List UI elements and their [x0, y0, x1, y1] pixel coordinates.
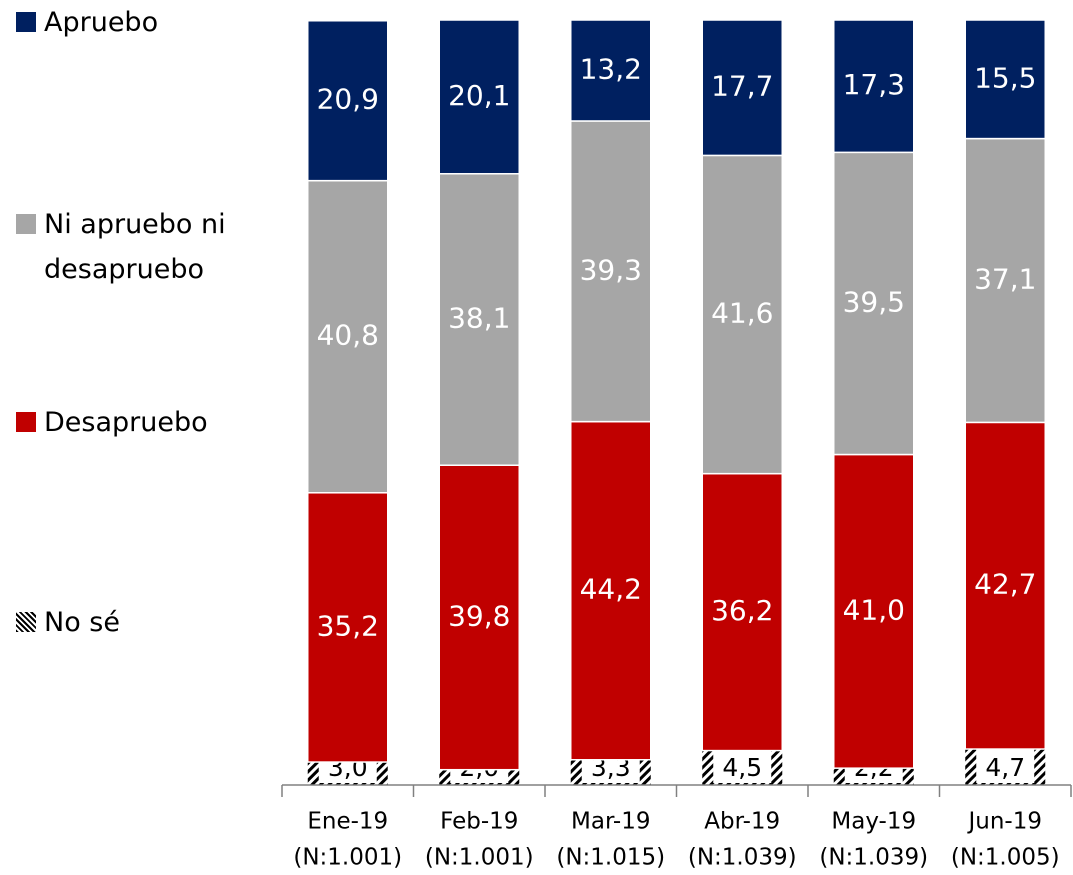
- bar-segment: [833, 151, 915, 456]
- legend-item: Desapruebo: [16, 400, 256, 445]
- x-tick-label: May-19: [831, 809, 916, 835]
- data-label: 15,5: [974, 61, 1036, 94]
- data-label: 44,2: [580, 573, 642, 606]
- x-tick-note: (N:1.039): [688, 845, 797, 871]
- data-label: 17,3: [843, 68, 905, 101]
- bar-segment: [570, 420, 652, 761]
- x-tick-note: (N:1.005): [951, 845, 1060, 871]
- x-tick-label: Ene-19: [307, 809, 388, 835]
- x-tick-note: (N:1.015): [556, 845, 665, 871]
- legend-swatch: [16, 12, 36, 32]
- bar-segment: [701, 19, 783, 157]
- data-label: 20,1: [448, 79, 510, 112]
- data-label: 40,8: [317, 319, 379, 352]
- data-label: 39,8: [448, 599, 510, 632]
- data-label: 39,3: [580, 253, 642, 286]
- data-label: 41,6: [711, 297, 773, 330]
- data-label: 41,0: [843, 593, 905, 626]
- data-label: 38,1: [448, 301, 510, 334]
- bar-segment: [570, 120, 652, 423]
- data-label: 4,7: [985, 753, 1025, 782]
- bar-segment: [701, 472, 783, 752]
- bar-segment: [570, 19, 652, 122]
- x-tick-label: Mar-19: [571, 809, 651, 835]
- bar-segment: [833, 19, 915, 154]
- bar-segment: [307, 20, 389, 182]
- x-tick-note: (N:1.001): [425, 845, 534, 871]
- legend-item: No sé: [16, 600, 256, 645]
- data-label: 17,7: [711, 70, 773, 103]
- x-tick-label: Feb-19: [440, 809, 518, 835]
- legend-label: Ni apruebo ni desapruebo: [44, 209, 226, 285]
- bar-segment: [307, 179, 389, 494]
- data-label: 35,2: [317, 609, 379, 642]
- data-label: 42,7: [974, 568, 1036, 601]
- legend-item: Apruebo: [16, 0, 256, 45]
- data-label: 36,2: [711, 594, 773, 627]
- bar-segment: [964, 137, 1046, 424]
- legend-swatch: [16, 612, 36, 632]
- data-label: 4,5: [722, 753, 762, 782]
- data-label: 20,9: [317, 83, 379, 116]
- legend-swatch: [16, 214, 36, 234]
- bar-segment: [701, 154, 783, 475]
- x-tick-label: Abr-19: [704, 809, 780, 835]
- bar-segment: [964, 19, 1046, 140]
- data-label: 39,5: [843, 285, 905, 318]
- x-tick-note: (N:1.039): [819, 845, 928, 871]
- legend-label: No sé: [44, 607, 120, 638]
- bar-segment: [307, 492, 389, 763]
- legend-label: Apruebo: [44, 7, 159, 38]
- legend-item: Ni apruebo ni desapruebo: [16, 202, 256, 292]
- legend-label: Desapruebo: [44, 407, 208, 438]
- bar-segment: [964, 421, 1046, 750]
- bar-segment: [438, 173, 520, 466]
- x-tick-label: Jun-19: [966, 809, 1042, 835]
- bar-segment: [438, 464, 520, 771]
- x-tick-note: (N:1.001): [293, 845, 402, 871]
- bar-segment: [833, 453, 915, 769]
- bar-segment: [438, 19, 520, 175]
- legend-swatch: [16, 412, 36, 432]
- data-label: 37,1: [974, 262, 1036, 295]
- data-label: 13,2: [580, 52, 642, 85]
